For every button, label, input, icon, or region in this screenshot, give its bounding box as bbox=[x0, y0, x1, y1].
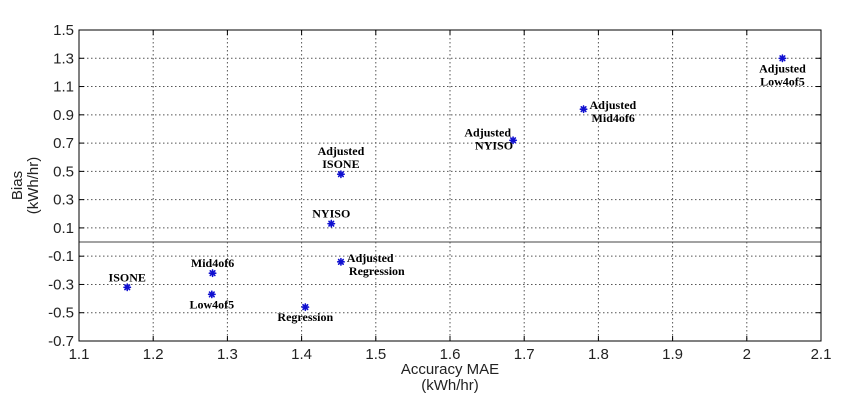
marker-stroke bbox=[337, 171, 345, 178]
point-label: Adjusted ISONE bbox=[318, 144, 365, 171]
data-point: ISONE bbox=[109, 270, 146, 292]
point-marker bbox=[208, 269, 217, 278]
point-marker bbox=[509, 136, 518, 145]
point-label: NYISO bbox=[312, 207, 350, 221]
point-label-line: Adjusted bbox=[464, 125, 511, 139]
x-tick-label: 1.8 bbox=[588, 346, 609, 363]
point-label-line: ISONE bbox=[109, 270, 146, 284]
y-tick-label: -0.7 bbox=[48, 333, 74, 350]
point-label-line: ISONE bbox=[322, 157, 359, 171]
data-point: Regression bbox=[277, 303, 334, 324]
data-point: Adjusted Low4of5 bbox=[759, 54, 806, 88]
point-label: Regression bbox=[277, 310, 333, 324]
marker-stroke bbox=[124, 284, 131, 291]
x-tick-label: 2.1 bbox=[811, 346, 832, 363]
point-label: Adjusted Mid4of6 bbox=[590, 98, 637, 125]
x-axis-title: (kWh/hr) bbox=[421, 377, 479, 394]
point-marker bbox=[207, 290, 216, 299]
point-label-line: Mid4of6 bbox=[191, 256, 234, 270]
point-label-line: Adjusted bbox=[347, 251, 394, 265]
point-marker bbox=[301, 303, 310, 312]
point-marker bbox=[123, 283, 132, 292]
point-label-line: Adjusted bbox=[590, 98, 637, 112]
point-label-line: Adjusted bbox=[318, 144, 365, 158]
point-label-line: Mid4of6 bbox=[592, 111, 635, 125]
x-tick-label: 1.3 bbox=[217, 346, 238, 363]
point-label: Adjusted Low4of5 bbox=[759, 61, 806, 88]
point-marker bbox=[336, 257, 345, 266]
data-point: NYISO bbox=[312, 207, 350, 228]
y-tick-label: 1.5 bbox=[53, 22, 74, 39]
y-tick-label: 0.9 bbox=[53, 107, 74, 124]
data-point: Adjusted Regression bbox=[336, 251, 405, 278]
marker-stroke bbox=[509, 137, 517, 144]
y-axis-title: Bias bbox=[9, 171, 26, 200]
y-tick-label: -0.1 bbox=[48, 248, 74, 265]
point-marker bbox=[336, 170, 345, 179]
y-tick-label: 0.3 bbox=[53, 192, 74, 209]
x-tick-label: 1.4 bbox=[291, 346, 312, 363]
x-tick-label: 1.6 bbox=[440, 346, 461, 363]
y-tick-label: 0.5 bbox=[53, 163, 74, 180]
y-tick-label: -0.5 bbox=[48, 305, 74, 322]
x-tick-label: 1.7 bbox=[514, 346, 535, 363]
point-label-line: NYISO bbox=[475, 138, 513, 152]
point-label-line: Regression bbox=[277, 310, 333, 324]
point-label-line: NYISO bbox=[312, 207, 350, 221]
data-point: Adjusted ISONE bbox=[318, 144, 365, 179]
point-marker bbox=[579, 105, 588, 114]
y-tick-label: 1.1 bbox=[53, 79, 74, 96]
point-marker bbox=[778, 54, 787, 63]
point-marker bbox=[327, 219, 336, 228]
marker-stroke bbox=[302, 303, 309, 311]
marker-stroke bbox=[779, 55, 786, 62]
marker-stroke bbox=[337, 258, 345, 265]
axes: 1.1 1.2 1.3 1.4 1.5 1.6 1.7 1.8 1.9 2 2.1 -0.7 -0.5 -… bbox=[9, 22, 831, 394]
marker-stroke bbox=[208, 291, 215, 298]
x-tick-label: 2 bbox=[743, 346, 751, 363]
point-label-line: Regression bbox=[349, 264, 405, 278]
data-point: Mid4of6 bbox=[191, 256, 234, 278]
point-label: ISONE bbox=[109, 270, 146, 284]
point-label: Adjusted NYISO bbox=[464, 125, 513, 152]
x-axis-title: Accuracy MAE bbox=[401, 361, 499, 378]
point-label: Low4of5 bbox=[189, 297, 234, 311]
x-tick-label: 1.9 bbox=[662, 346, 683, 363]
x-tick-label: 1.1 bbox=[69, 346, 90, 363]
marker-stroke bbox=[328, 220, 335, 227]
x-tick-label: 1.2 bbox=[143, 346, 164, 363]
y-tick-label: 0.7 bbox=[53, 135, 74, 152]
y-tick-label: 1.3 bbox=[53, 50, 74, 67]
y-tick-label: -0.3 bbox=[48, 276, 74, 293]
data-point: Low4of5 bbox=[189, 290, 234, 311]
grid bbox=[79, 30, 821, 341]
data-point: Adjusted NYISO bbox=[464, 125, 518, 152]
point-label: Mid4of6 bbox=[191, 256, 234, 270]
marker-stroke bbox=[580, 106, 587, 113]
point-label-line: Adjusted bbox=[759, 61, 806, 75]
point-label: Adjusted Regression bbox=[347, 251, 405, 278]
data-point: Adjusted Mid4of6 bbox=[579, 98, 637, 125]
marker-stroke bbox=[209, 270, 216, 277]
y-axis-title: (kWh/hr) bbox=[25, 157, 42, 215]
x-tick-label: 1.5 bbox=[365, 346, 386, 363]
point-label-line: Low4of5 bbox=[760, 74, 805, 88]
point-label-line: Low4of5 bbox=[189, 297, 234, 311]
y-tick-label: 0.1 bbox=[53, 220, 74, 237]
